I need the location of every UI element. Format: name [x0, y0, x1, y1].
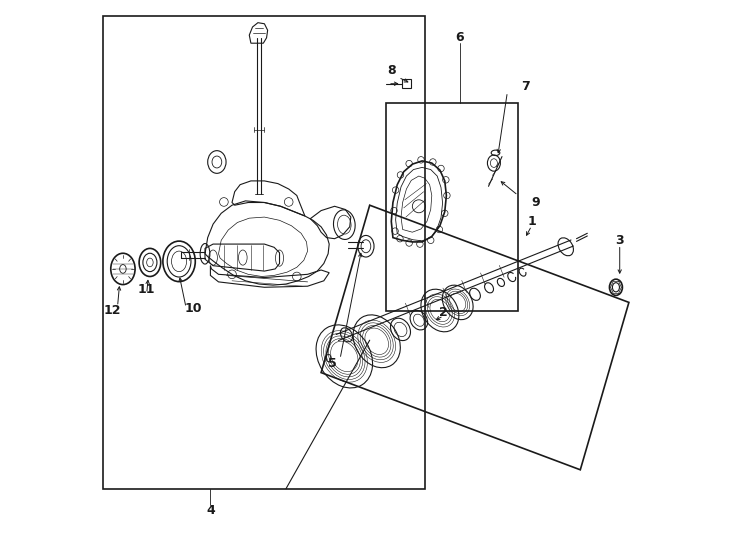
- Text: 12: 12: [103, 304, 121, 317]
- Text: 3: 3: [615, 234, 624, 247]
- Bar: [401, 79, 411, 88]
- Text: 0: 0: [324, 354, 331, 364]
- Text: 7: 7: [521, 80, 530, 93]
- Text: 8: 8: [387, 64, 396, 77]
- Bar: [386, 103, 518, 310]
- Text: 5: 5: [327, 357, 336, 370]
- Text: 6: 6: [456, 31, 464, 44]
- Text: 11: 11: [138, 283, 156, 296]
- Text: 10: 10: [184, 302, 202, 315]
- Bar: [103, 16, 425, 489]
- Text: 1: 1: [527, 215, 536, 228]
- Text: 9: 9: [531, 196, 539, 209]
- Text: 2: 2: [440, 306, 448, 319]
- Text: 4: 4: [206, 504, 215, 517]
